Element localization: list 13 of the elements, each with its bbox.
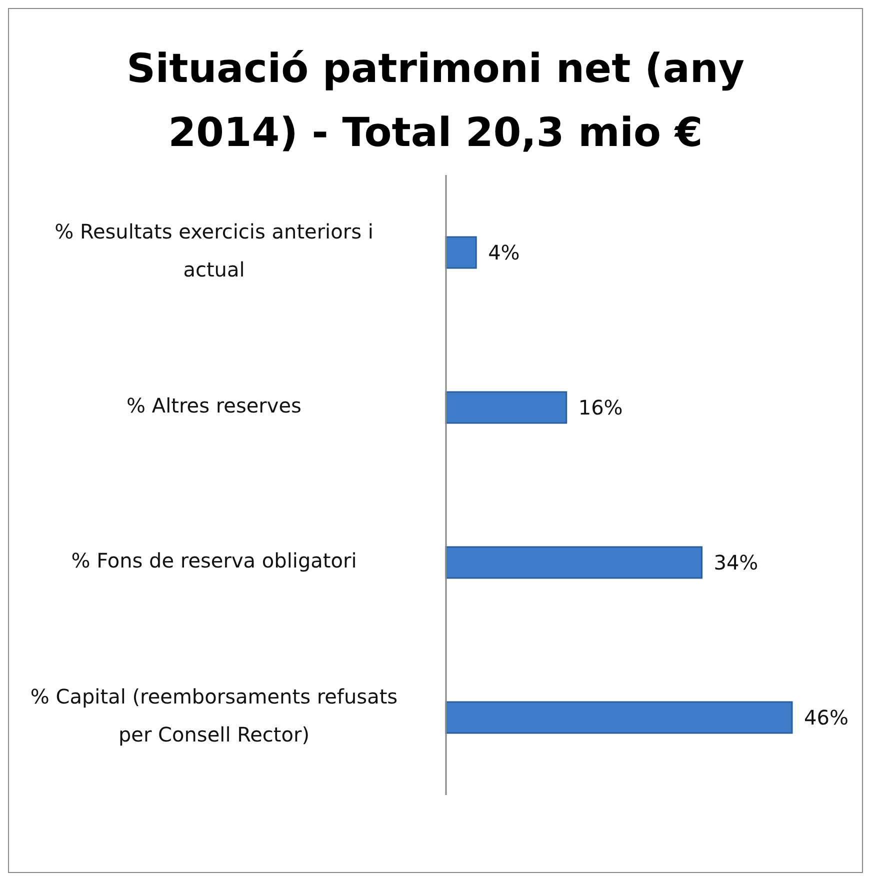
- bar: [445, 701, 793, 734]
- bar: [445, 391, 568, 424]
- y-tick-label: % Capital (reemborsaments refusats per Consell Rector): [30, 684, 398, 747]
- data-label: 16%: [578, 396, 623, 420]
- data-label: 4%: [488, 240, 520, 265]
- data-label: 46%: [804, 706, 848, 730]
- y-tick-label: % Fons de reserva obligatori: [71, 548, 357, 573]
- bar: [445, 546, 702, 579]
- y-tick-label: % Resultats exercicis anteriors i actual: [54, 220, 374, 282]
- chart-title: Situació patrimoni net (any 2014) - Total 20,3 mio €: [126, 45, 746, 158]
- data-label: 34%: [714, 550, 758, 575]
- bar: [445, 236, 477, 269]
- y-tick-label: % Altres reserves: [126, 394, 302, 418]
